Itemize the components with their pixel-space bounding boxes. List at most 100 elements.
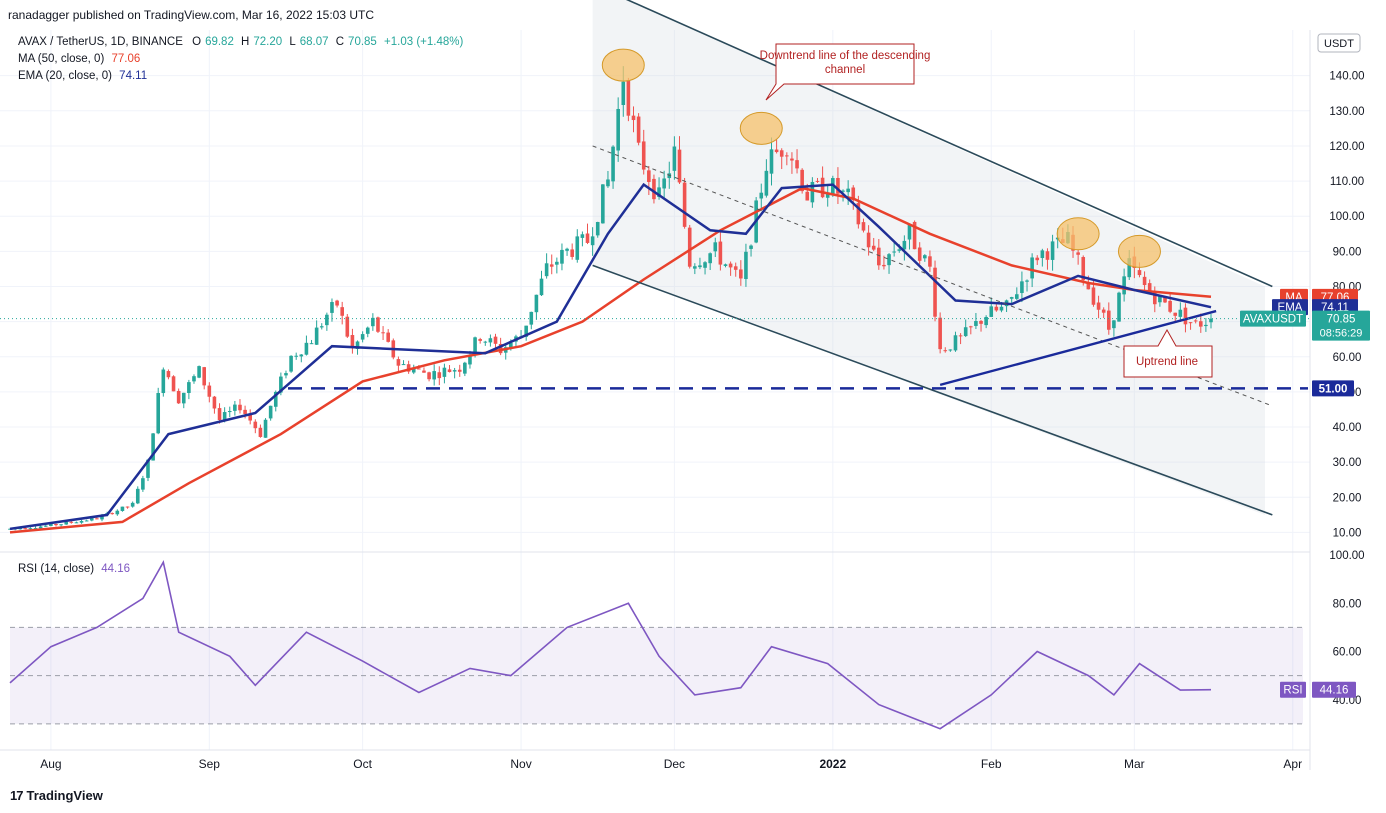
candle (1096, 295, 1101, 319)
candle (631, 106, 636, 133)
candle (647, 165, 651, 196)
candle (289, 355, 293, 373)
candle (652, 174, 656, 204)
candle (928, 250, 932, 272)
candle (360, 331, 365, 343)
candle (207, 382, 212, 403)
candle (585, 223, 590, 245)
downtrend-callout: Downtrend line of the descending channel (760, 43, 930, 101)
candle (1193, 319, 1198, 324)
candle (253, 419, 258, 434)
candle (314, 320, 319, 346)
candle (171, 375, 176, 392)
ma-legend[interactable]: MA (50, close, 0) 77.06 (18, 53, 140, 65)
candle (1045, 248, 1050, 270)
candle (601, 184, 605, 224)
candle (549, 254, 554, 275)
candle (187, 379, 191, 400)
time-tick-label: Apr (1283, 757, 1302, 771)
close-value: 70.85 (348, 36, 377, 48)
rsi-axis-tag: RSI (1280, 681, 1306, 698)
candlestick-series (8, 66, 1213, 531)
svg-text:44.16: 44.16 (1320, 685, 1349, 697)
candle (877, 238, 881, 270)
candle (938, 312, 942, 354)
candle (1204, 318, 1208, 332)
time-tick-label: Feb (981, 757, 1002, 771)
candle (319, 323, 324, 330)
candle (422, 367, 426, 373)
candle (227, 406, 232, 418)
ema-legend[interactable]: EMA (20, close, 0) 74.11 (18, 70, 147, 82)
candle (309, 339, 314, 345)
candle (529, 311, 534, 330)
candle (815, 177, 820, 183)
candle (810, 177, 815, 208)
candle (616, 97, 620, 162)
low-value: 68.07 (299, 36, 329, 48)
candle (846, 180, 850, 205)
candle (1168, 292, 1172, 314)
ma-legend-value: 77.06 (111, 53, 141, 65)
candle (197, 365, 201, 379)
candle (294, 352, 298, 360)
svg-text:AVAXUSDT: AVAXUSDT (1243, 314, 1303, 326)
candle (28, 527, 33, 530)
candle (590, 227, 595, 256)
candle (284, 370, 288, 379)
channel-lower-line (592, 264, 1273, 516)
candle (1101, 307, 1106, 319)
candle (984, 315, 988, 329)
candle (570, 243, 574, 260)
currency-label: USDT (1324, 38, 1354, 50)
candle (626, 77, 631, 122)
time-tick-label: Dec (664, 757, 685, 771)
candle (335, 299, 339, 308)
tradingview-logo[interactable]: 17 TradingView (10, 788, 103, 803)
candle (779, 148, 784, 170)
candle (769, 137, 774, 186)
candle (1198, 313, 1203, 333)
candle (125, 506, 130, 509)
candle (887, 253, 891, 274)
rsi-tick-label: 100.00 (1329, 550, 1364, 562)
currency-box[interactable]: USDT (1317, 33, 1361, 53)
candle (544, 253, 549, 279)
rsi-legend[interactable]: RSI (14, close) 44.16 (18, 563, 130, 575)
support-axis-value: 51.00 (1312, 380, 1354, 397)
candle (739, 260, 743, 286)
candle (212, 395, 217, 414)
candle (912, 220, 917, 250)
high-value: 72.20 (253, 36, 283, 48)
candle (1173, 312, 1178, 323)
candle (907, 224, 912, 250)
price-axis[interactable]: 140.00130.00120.00110.00100.0090.0080.00… (1329, 71, 1364, 540)
publisher-line: ranadagger published on TradingView.com,… (8, 8, 375, 22)
candle (299, 354, 304, 363)
candle (365, 326, 370, 338)
svg-text:RSI: RSI (1283, 685, 1302, 697)
rsi-axis[interactable]: 100.00 80.00 60.00 40.00 (1329, 550, 1364, 707)
candle (350, 328, 355, 354)
candle (718, 231, 723, 271)
candle (759, 183, 764, 212)
symbol-legend[interactable]: AVAX / TetherUS, 1D, BINANCE O 69.82 H 72.… (18, 36, 464, 48)
candle (917, 242, 922, 265)
candle (539, 270, 544, 296)
candle (933, 260, 937, 322)
candle (59, 524, 63, 527)
candle (963, 319, 968, 338)
candle (693, 263, 697, 275)
candle (723, 263, 728, 268)
time-axis[interactable]: Aug Sep Oct Nov Dec 2022 Feb Mar Apr (40, 757, 1302, 771)
candle (994, 304, 999, 312)
candle (836, 167, 840, 205)
candle (948, 349, 953, 352)
peak-marker (1117, 234, 1161, 268)
candle (478, 337, 482, 344)
candle (969, 325, 973, 335)
candle (268, 405, 273, 421)
candle (166, 369, 171, 380)
price-tick-label: 20.00 (1333, 492, 1362, 504)
